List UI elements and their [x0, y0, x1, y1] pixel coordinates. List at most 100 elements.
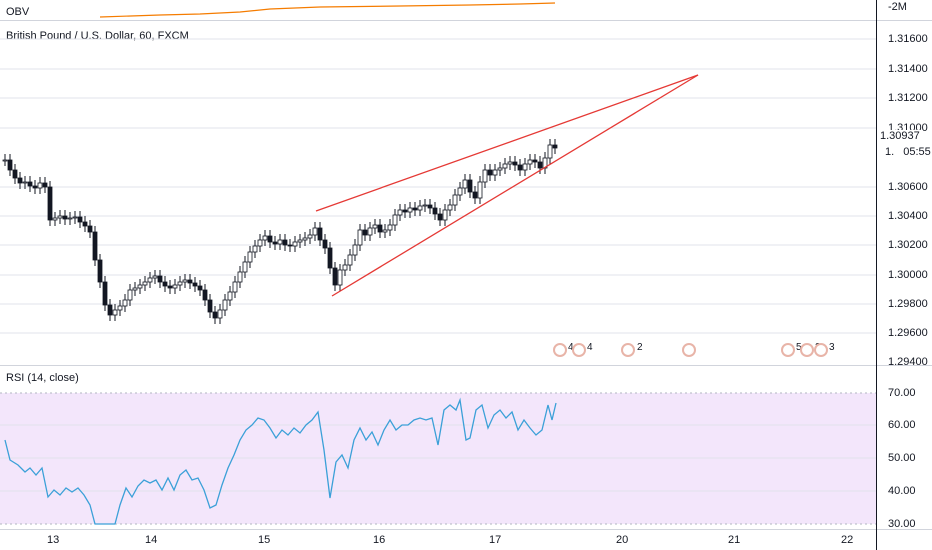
candle-body	[462, 179, 468, 189]
candle-body	[77, 216, 83, 223]
rsi-axis-label: 70.00	[888, 387, 916, 399]
candle-body	[2, 159, 8, 162]
candle-body	[307, 234, 313, 239]
candle-body	[137, 284, 143, 289]
candle-body	[402, 209, 408, 213]
candle-body	[187, 279, 193, 284]
countdown-tag: 1. 05:55	[885, 146, 931, 158]
candle-body	[487, 169, 493, 176]
candle-body	[142, 281, 148, 286]
candle-body	[192, 282, 198, 287]
last-price-tag: 1.30937	[877, 130, 923, 143]
price-axis-label: 1.30000	[888, 269, 928, 281]
time-axis-label: 22	[841, 534, 854, 546]
candle-body	[507, 161, 513, 165]
candle-body	[92, 231, 98, 261]
candle-body	[72, 216, 78, 219]
candle-body	[397, 209, 403, 216]
candle-body	[292, 241, 298, 247]
candle-body	[522, 163, 528, 171]
countdown-value: 05:55	[903, 146, 931, 158]
price-axis-label: 1.31600	[888, 33, 928, 45]
rsi-gridlines	[0, 424, 876, 492]
candle-body	[212, 311, 218, 319]
obv-line	[99, 2, 556, 18]
candle-body	[347, 254, 353, 266]
event-count: 5	[796, 342, 802, 353]
candle-body	[282, 239, 288, 246]
wedge-lower-line	[331, 74, 699, 297]
candle-body	[62, 215, 68, 220]
candle-body	[47, 186, 53, 221]
candle-body	[497, 167, 503, 171]
candle-body	[207, 299, 213, 313]
event-count: 4	[587, 342, 593, 353]
gb-flag-icon[interactable]	[781, 343, 795, 357]
candle-body	[452, 194, 458, 206]
candle-body	[417, 205, 423, 211]
candle-body	[512, 161, 518, 166]
candle-body	[172, 284, 178, 289]
price-axis-label: 1.31200	[888, 92, 928, 104]
candle-body	[242, 261, 248, 273]
time-axis-label: 17	[489, 534, 502, 546]
price-axis-border	[876, 0, 877, 550]
rsi-bottom-divider	[0, 529, 932, 530]
rsi-axis-label: 60.00	[888, 419, 916, 431]
obv-axis-value: -2M	[888, 1, 907, 13]
candlestick-series	[2, 139, 558, 324]
candle-body	[217, 309, 223, 319]
candle-body	[97, 259, 103, 283]
price-axis-label: 1.30400	[888, 210, 928, 222]
candle-body	[412, 207, 418, 211]
gb-flag-icon[interactable]	[682, 343, 696, 357]
candle-body	[432, 207, 438, 215]
rsi-axis-label: 40.00	[888, 485, 916, 497]
time-axis-label: 21	[728, 534, 741, 546]
candle-body	[267, 235, 273, 243]
candle-body	[12, 169, 18, 179]
candle-body	[27, 181, 33, 187]
candle-body	[537, 161, 543, 169]
candle-body	[42, 182, 48, 188]
gb-flag-icon[interactable]	[553, 343, 567, 357]
candle-body	[342, 264, 348, 271]
gb-flag-icon[interactable]	[621, 343, 635, 357]
candle-body	[287, 244, 293, 247]
candle-body	[162, 281, 168, 287]
candle-body	[37, 182, 43, 189]
candle-body	[377, 224, 383, 233]
candle-body	[67, 217, 73, 220]
candle-body	[102, 281, 108, 306]
candle-body	[237, 271, 243, 283]
event-count: 2	[637, 342, 643, 353]
candle-body	[332, 267, 338, 286]
time-axis-label: 20	[616, 534, 629, 546]
candle-body	[422, 204, 428, 207]
candle-body	[22, 181, 28, 184]
price-gridlines	[0, 38, 876, 334]
candle-body	[257, 239, 263, 247]
gb-flag-icon[interactable]	[814, 343, 828, 357]
candle-body	[302, 237, 308, 241]
candle-body	[372, 224, 378, 229]
eu-flag-icon[interactable]	[800, 343, 814, 357]
obv-label: OBV	[6, 6, 30, 18]
candle-body	[437, 213, 443, 221]
candle-body	[112, 309, 118, 316]
candle-body	[482, 169, 488, 183]
us-flag-icon[interactable]	[572, 343, 586, 357]
candle-body	[277, 239, 283, 245]
time-axis-label: 16	[373, 534, 386, 546]
price-axis-label: 1.30200	[888, 239, 928, 251]
candle-body	[552, 144, 558, 149]
time-axis-label: 14	[145, 534, 158, 546]
candle-body	[382, 229, 388, 233]
candle-body	[232, 281, 238, 293]
candle-body	[447, 204, 453, 211]
candle-body	[532, 159, 538, 163]
candle-body	[157, 275, 163, 283]
candle-body	[17, 177, 23, 184]
candle-body	[337, 269, 343, 286]
